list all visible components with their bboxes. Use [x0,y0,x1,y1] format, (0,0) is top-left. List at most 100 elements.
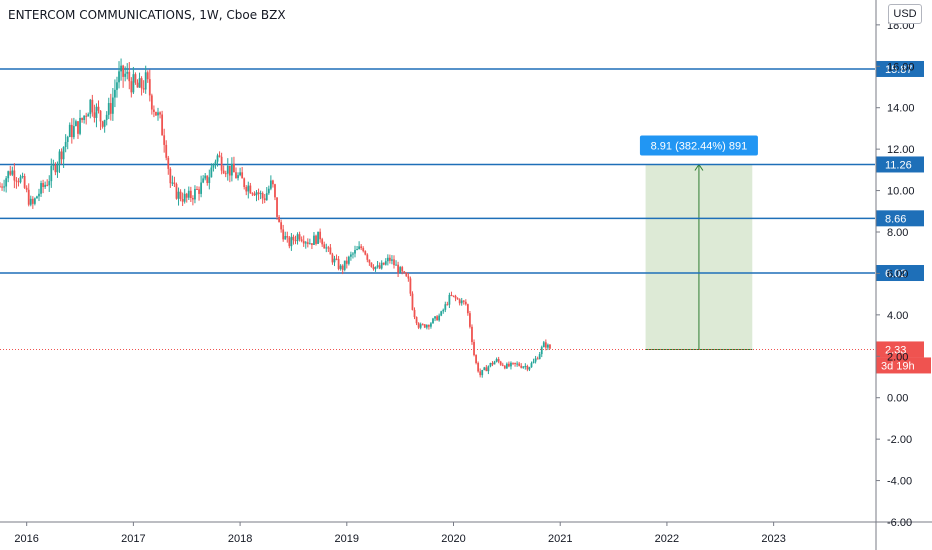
candle-body [116,82,118,90]
candle-body [300,239,303,241]
candle-body [308,243,311,245]
candle-body [434,316,436,319]
candle-body [253,193,256,196]
candle-body [75,121,77,127]
candle-body [142,88,145,90]
candle-body [298,234,301,240]
level-price-tag [876,60,924,77]
candle-body [105,114,108,121]
candle-body [56,164,59,173]
candle-body [405,272,408,277]
candle-body [91,99,94,113]
x-tick-label: 2018 [228,533,252,545]
candle-body [259,193,262,195]
candle-body [99,110,102,122]
candle-body [70,124,73,138]
candle-body [549,344,551,349]
candle-body [471,326,473,343]
candle-body [395,264,397,266]
candle-body [267,188,270,194]
candle-body [489,363,492,367]
horizontal-levels[interactable]: 15.87 11.26 8.66 6.02 [0,60,924,282]
candle-body [503,365,506,369]
candle-body [341,265,344,270]
candle-body [384,261,387,265]
candle-body [514,362,516,364]
candle-body [233,163,235,173]
candle-body [29,198,32,205]
candle-body [247,185,250,192]
chart-title: ENTERCOM COMMUNICATIONS, 1W, Cboe BZX [8,8,286,22]
candle-body [27,189,30,205]
y-tick-label: 8.00 [887,227,908,239]
candle-body [19,176,22,183]
measure-tool[interactable]: 8.91 (382.44%) 891 [639,135,758,350]
candle-body [393,259,395,266]
last-price-label: 2.33 [885,344,906,356]
candle-body [516,363,519,365]
candle-body [421,324,424,326]
candle-body [144,72,147,90]
y-tick-label: 2.00 [887,351,908,363]
last-price-tag [876,341,924,358]
candle-body [356,249,358,251]
candle-body [272,180,274,185]
candle-body [536,358,539,360]
candle-body [499,361,502,365]
candle-body [331,254,334,263]
candle-body [200,182,203,194]
candle-body [481,369,484,376]
candle-body [304,242,307,244]
level-price-tag [876,156,924,173]
candle-body [306,242,309,244]
last-price-line: 2.33 3d 19h [0,341,931,374]
candle-body [155,111,157,116]
candle-body [368,259,371,263]
y-tick-label: 16.00 [887,61,915,73]
candle-body [526,366,529,370]
candle-body [544,342,547,348]
candle-body [415,317,418,324]
candle-body [456,298,459,300]
candle-body [335,258,338,260]
candle-body [9,171,12,175]
candle-body [339,265,342,269]
x-tick-label: 2023 [761,533,785,545]
candle-body [261,193,264,199]
x-tick-label: 2019 [335,533,359,545]
candle-body [442,309,445,312]
candle-body [42,183,44,187]
candle-body [510,362,512,367]
level-price-label: 11.26 [885,159,912,171]
candle-body [462,300,465,302]
level-price-label: 15.87 [885,64,913,76]
candle-body [130,81,133,93]
candle-body [148,79,151,96]
candle-body [210,167,213,178]
candle-body [206,175,209,184]
candle-body [450,294,453,296]
candle-body [325,247,328,249]
candle-body [388,257,391,261]
candle-body [360,246,363,249]
candle-body [159,112,161,115]
candle-body [220,156,223,171]
candle-body [38,193,40,197]
candle-body [23,176,26,188]
candle-body [386,257,389,262]
currency-button[interactable]: USD [888,4,922,24]
candle-body [352,253,354,255]
candle-body [81,117,83,121]
candle-body [1,186,3,188]
candle-body [114,89,116,98]
candle-body [321,239,324,245]
candle-body [126,71,129,74]
y-tick-label: 4.00 [887,310,908,322]
candle-body [294,240,297,242]
candle-body [181,199,184,202]
candle-body [50,165,53,182]
candle-body [15,180,18,182]
candle-body [444,304,447,310]
candle-body [230,163,233,176]
